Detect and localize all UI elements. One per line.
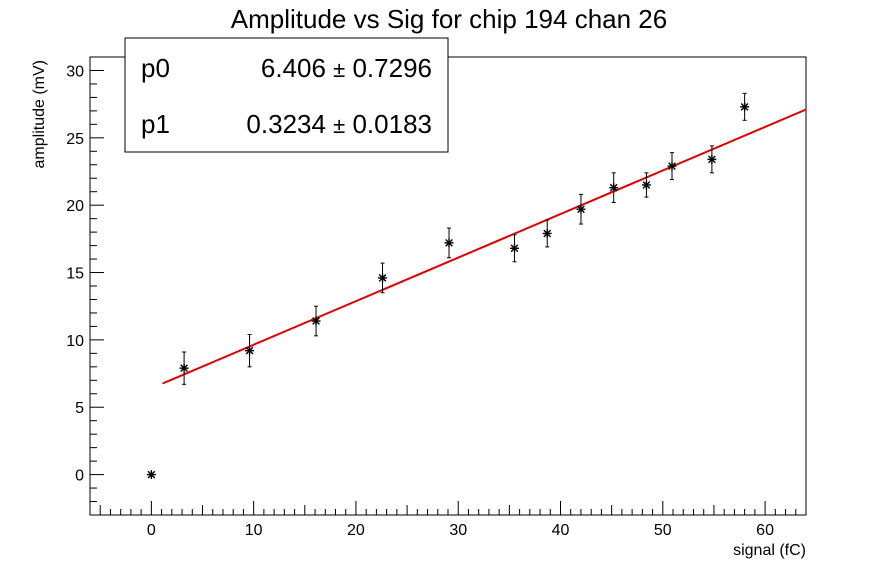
stats-box: p0 6.406 ± 0.7296 p1 0.3234 ± 0.0183 <box>124 37 449 153</box>
marker-stroke <box>147 470 156 479</box>
marker-stroke <box>740 102 749 111</box>
marker-stroke <box>543 229 552 238</box>
data-point <box>667 152 677 181</box>
fit-line <box>162 108 807 385</box>
marker-stroke <box>445 239 453 247</box>
chart-title: Amplitude vs Sig for chip 194 chan 26 <box>231 4 667 34</box>
y-tick-label: 5 <box>75 400 84 417</box>
data-point <box>378 262 388 294</box>
data-point <box>542 219 552 248</box>
data-point <box>707 145 717 174</box>
marker-stroke <box>245 346 254 355</box>
stat-value: 6.406 ± 0.7296 <box>261 53 432 83</box>
x-tick-label: 0 <box>147 522 156 539</box>
x-tick-label: 40 <box>552 522 570 539</box>
x-tick-label: 30 <box>449 522 467 539</box>
marker-stroke <box>642 181 651 189</box>
marker-stroke <box>180 364 188 373</box>
marker-stroke <box>708 155 716 164</box>
data-point <box>509 234 519 263</box>
stats-box-frame <box>124 37 449 153</box>
stat-label: p1 <box>141 109 170 139</box>
marker-stroke <box>312 317 320 325</box>
y-axis-title: amplitude (mV) <box>31 60 48 168</box>
marker-stroke <box>378 274 387 282</box>
y-tick-label: 10 <box>66 333 84 350</box>
y-tick-label: 15 <box>66 266 84 283</box>
data-point <box>146 470 156 480</box>
stat-value: 0.3234 ± 0.0183 <box>246 109 432 139</box>
data-point <box>245 333 255 368</box>
data-point <box>740 92 750 121</box>
x-axis-title: signal (fC) <box>733 542 806 559</box>
stat-label: p0 <box>141 53 170 83</box>
data-point <box>609 172 619 203</box>
marker-stroke <box>510 244 519 253</box>
fit-line-layer <box>162 108 807 385</box>
data-point <box>444 227 454 259</box>
data-point <box>576 193 586 225</box>
marker-stroke <box>668 162 676 170</box>
data-point <box>179 351 189 385</box>
y-tick-label: 25 <box>66 131 84 148</box>
y-tick-label: 0 <box>75 468 84 485</box>
marker-stroke <box>609 183 618 192</box>
y-tick-label: 20 <box>66 198 84 215</box>
x-tick-label: 60 <box>756 522 774 539</box>
data-point <box>311 305 321 337</box>
x-tick-label: 50 <box>654 522 672 539</box>
data-points-layer <box>146 92 750 480</box>
data-point <box>641 172 651 198</box>
x-tick-label: 10 <box>245 522 263 539</box>
y-tick-label: 30 <box>66 63 84 80</box>
marker-stroke <box>577 205 585 214</box>
plot-frame-layer: 0 10 20 30 40 50 60 0 5 10 15 20 25 30 <box>66 56 807 539</box>
x-tick-label: 20 <box>347 522 365 539</box>
